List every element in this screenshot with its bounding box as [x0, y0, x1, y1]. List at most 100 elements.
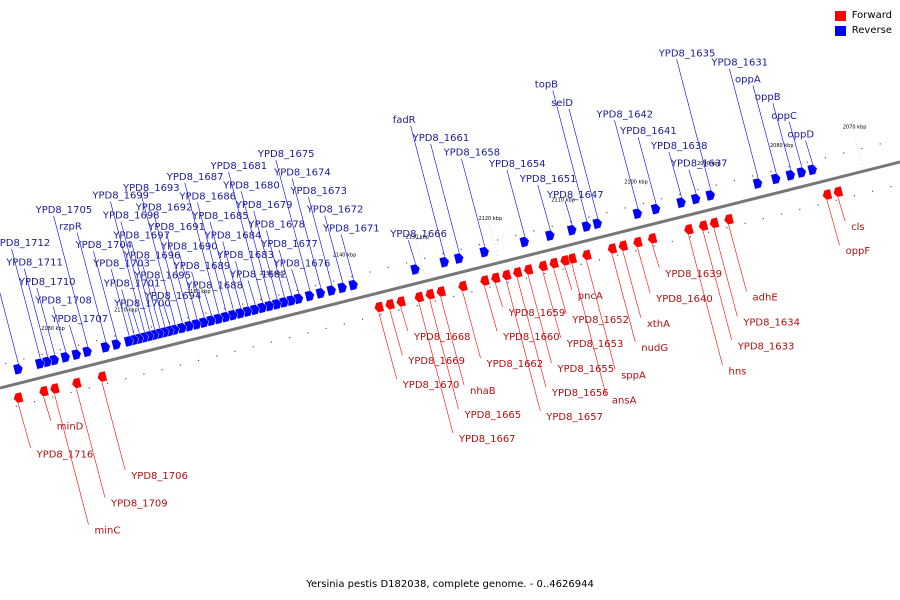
gene-arrow-YPD8_1690[interactable] — [191, 318, 202, 331]
gene-label-ansA[interactable]: ansA — [612, 396, 637, 407]
gene-arrow-YPD8_1677[interactable] — [285, 294, 297, 307]
gene-arrow-YPD8_1670[interactable] — [373, 301, 385, 313]
gene-arrow-YPD8_1652[interactable] — [548, 257, 560, 269]
gene-arrow-selD[interactable] — [591, 217, 603, 230]
gene-label-YPD8_1691[interactable]: YPD8_1691 — [147, 222, 205, 233]
gene-label-YPD8_1688[interactable]: YPD8_1688 — [185, 280, 243, 291]
gene-arrow-YPD8_1709[interactable] — [71, 377, 83, 389]
gene-label-YPD8_1716[interactable]: YPD8_1716 — [36, 449, 94, 460]
gene-arrow-YPD8_1682[interactable] — [249, 304, 261, 316]
gene-label-YPD8_1638[interactable]: YPD8_1638 — [650, 141, 708, 152]
gene-arrow-YPD8_1656[interactable] — [512, 266, 524, 279]
gene-arrow-oppA[interactable] — [770, 173, 782, 185]
gene-label-YPD8_1701[interactable]: YPD8_1701 — [103, 278, 161, 289]
gene-arrow-oppC[interactable] — [796, 166, 807, 179]
gene-arrow-YPD8_1685[interactable] — [227, 309, 239, 322]
gene-label-YPD8_1667[interactable]: YPD8_1667 — [458, 434, 516, 445]
gene-label-rzpR[interactable]: rzpR — [59, 222, 82, 233]
gene-label-oppA[interactable]: oppA — [735, 75, 761, 86]
gene-arrow-YPD8_1647[interactable] — [566, 224, 578, 237]
gene-label-nhaB[interactable]: nhaB — [470, 386, 496, 397]
gene-arrow-YPD8_1671[interactable] — [347, 279, 359, 291]
gene-label-YPD8_1673[interactable]: YPD8_1673 — [289, 186, 347, 197]
gene-arrow-YPD8_1641[interactable] — [650, 203, 662, 215]
gene-arrow-YPD8_1691[interactable] — [183, 320, 195, 333]
gene-arrow-nudG[interactable] — [606, 242, 618, 255]
gene-arrow-rzpR[interactable] — [100, 341, 111, 354]
gene-arrow-cls[interactable] — [832, 185, 844, 198]
gene-arrow-YPD8_1633[interactable] — [697, 219, 709, 232]
gene-label-YPD8_1678[interactable]: YPD8_1678 — [247, 219, 305, 230]
gene-label-YPD8_1642[interactable]: YPD8_1642 — [596, 109, 654, 120]
gene-arrow-YPD8_1686[interactable] — [220, 311, 232, 323]
gene-arrow-YPD8_1681[interactable] — [256, 302, 268, 314]
gene-label-YPD8_1654[interactable]: YPD8_1654 — [488, 159, 546, 170]
gene-label-YPD8_1637[interactable]: YPD8_1637 — [670, 159, 728, 170]
gene-arrow-sppA[interactable] — [581, 249, 593, 261]
gene-arrow-YPD8_1655[interactable] — [523, 263, 534, 276]
gene-arrow-YPD8_1704[interactable] — [110, 338, 122, 351]
gene-arrow-YPD8_1705[interactable] — [81, 346, 93, 358]
gene-arrow-YPD8_1688[interactable] — [205, 314, 217, 327]
gene-arrow-YPD8_1679[interactable] — [271, 298, 283, 311]
gene-label-YPD8_1633[interactable]: YPD8_1633 — [737, 341, 795, 352]
gene-arrow-YPD8_1680[interactable] — [264, 300, 275, 312]
gene-arrow-YPD8_1710[interactable] — [49, 354, 60, 366]
gene-arrow-minD[interactable] — [38, 385, 50, 398]
gene-label-YPD8_1672[interactable]: YPD8_1672 — [306, 205, 364, 216]
gene-label-YPD8_1659[interactable]: YPD8_1659 — [508, 308, 566, 319]
gene-arrow-YPD8_1654[interactable] — [519, 236, 530, 248]
gene-label-nudG[interactable]: nudG — [641, 343, 668, 354]
gene-arrow-YPD8_1692[interactable] — [176, 322, 188, 334]
gene-label-YPD8_1662[interactable]: YPD8_1662 — [486, 359, 544, 370]
gene-arrow-YPD8_1637[interactable] — [690, 193, 702, 205]
gene-label-YPD8_1641[interactable]: YPD8_1641 — [619, 126, 677, 137]
gene-arrow-YPD8_1708[interactable] — [59, 351, 71, 364]
gene-arrow-YPD8_1640[interactable] — [632, 236, 644, 248]
gene-label-adhE[interactable]: adhE — [753, 292, 778, 303]
gene-arrow-YPD8_1676[interactable] — [293, 293, 304, 305]
gene-label-YPD8_1674[interactable]: YPD8_1674 — [273, 168, 331, 179]
gene-label-xthA[interactable]: xthA — [647, 319, 670, 330]
gene-arrow-YPD8_1635[interactable] — [704, 189, 716, 202]
gene-arrow-YPD8_1683[interactable] — [242, 305, 253, 318]
gene-arrow-minC[interactable] — [49, 382, 61, 395]
gene-label-YPD8_1690[interactable]: YPD8_1690 — [160, 241, 218, 252]
gene-label-YPD8_1668[interactable]: YPD8_1668 — [413, 332, 471, 343]
gene-label-YPD8_1704[interactable]: YPD8_1704 — [75, 240, 133, 251]
gene-label-YPD8_1670[interactable]: YPD8_1670 — [402, 380, 460, 391]
gene-label-YPD8_1639[interactable]: YPD8_1639 — [664, 269, 722, 280]
gene-arrow-YPD8_1712[interactable] — [34, 357, 46, 370]
gene-arrow-xthA[interactable] — [617, 239, 629, 252]
gene-label-YPD8_1682[interactable]: YPD8_1682 — [229, 269, 287, 280]
gene-arrow-YPD8_1668[interactable] — [395, 295, 407, 308]
gene-label-YPD8_1680[interactable]: YPD8_1680 — [222, 180, 280, 191]
gene-label-oppB[interactable]: oppB — [755, 92, 781, 103]
gene-label-YPD8_1694[interactable]: YPD8_1694 — [144, 291, 202, 302]
gene-arrow-oppF[interactable] — [821, 188, 833, 201]
gene-arrow-YPD8_1684[interactable] — [234, 307, 246, 320]
gene-label-minC[interactable]: minC — [95, 526, 121, 537]
gene-arrow-YPD8_1658[interactable] — [478, 246, 490, 258]
gene-arrow-YPD8_1672[interactable] — [336, 282, 348, 294]
gene-arrow-YPD8_1674[interactable] — [315, 287, 326, 300]
gene-arrow-YPD8_1716[interactable] — [12, 391, 24, 404]
gene-arrow-YPD8_1678[interactable] — [278, 296, 290, 309]
gene-arrow-YPD8_1703[interactable] — [123, 335, 135, 348]
gene-arrow-YPD8_1706[interactable] — [96, 370, 108, 383]
gene-label-YPD8_1676[interactable]: YPD8_1676 — [273, 258, 331, 269]
gene-arrow-YPD8_1631[interactable] — [752, 177, 764, 190]
gene-label-YPD8_1707[interactable]: YPD8_1707 — [50, 314, 108, 325]
gene-arrow-YPD8_1711[interactable] — [41, 356, 53, 368]
gene-label-YPD8_1689[interactable]: YPD8_1689 — [173, 261, 231, 272]
gene-label-YPD8_1655[interactable]: YPD8_1655 — [557, 364, 615, 375]
gene-label-YPD8_1699[interactable]: YPD8_1699 — [91, 191, 149, 202]
gene-arrow-YPD8_1653[interactable] — [537, 260, 549, 272]
gene-label-YPD8_1683[interactable]: YPD8_1683 — [216, 250, 274, 261]
gene-label-YPD8_1671[interactable]: YPD8_1671 — [322, 223, 380, 234]
gene-label-YPD8_1708[interactable]: YPD8_1708 — [34, 296, 92, 307]
gene-arrow-adhE[interactable] — [723, 213, 735, 226]
gene-label-cls[interactable]: cls — [851, 222, 865, 233]
gene-label-YPD8_1693[interactable]: YPD8_1693 — [122, 183, 180, 194]
gene-label-YPD8_1640[interactable]: YPD8_1640 — [655, 294, 713, 305]
